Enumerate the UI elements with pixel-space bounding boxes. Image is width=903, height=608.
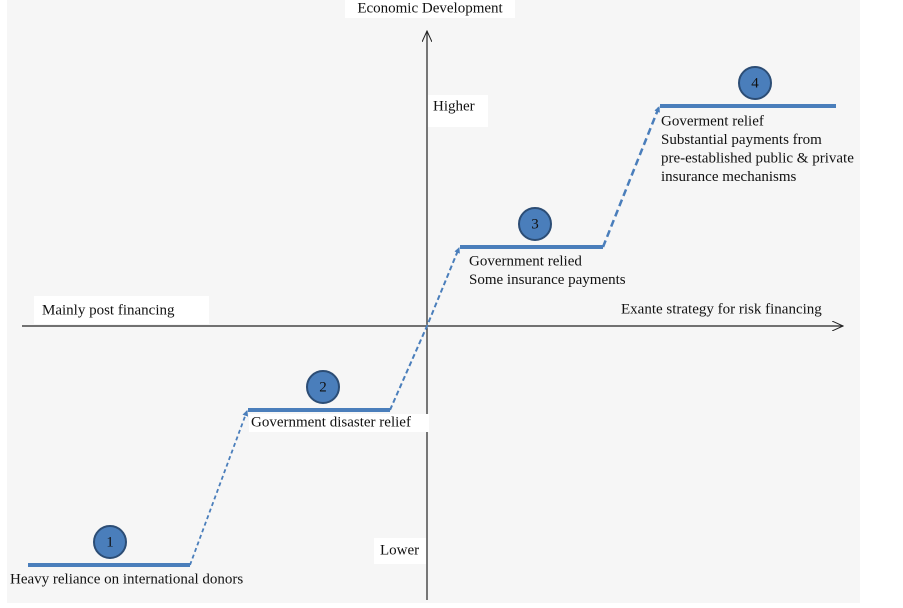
label-bg [374,538,426,564]
connector [189,410,249,566]
step-number: 2 [319,379,327,395]
connector [389,247,460,411]
step-label: Substantial payments from [661,132,822,148]
axis-label: Higher [433,98,475,114]
step-label: pre-established public & private [661,150,854,166]
step-number: 4 [751,75,759,91]
step-badge [306,370,340,404]
label-bg [249,414,429,432]
step-badge [738,66,772,100]
step-label: Government relied [469,253,582,269]
step-label: Some insurance payments [469,272,626,288]
step-number: 3 [531,216,539,232]
step-badge [93,525,127,559]
step-label: Government disaster relief [251,414,411,430]
label-bg [345,0,515,18]
axis-title: Economic Development [357,0,503,16]
step-label: Goverment relief [661,113,764,129]
connector [601,106,661,248]
step-number: 1 [106,534,114,550]
label-bg [34,296,209,324]
axis-label: Exante strategy for risk financing [621,301,822,317]
axis-label: Mainly post financing [42,302,175,318]
axis-label: Lower [380,542,419,558]
step-badge [518,207,552,241]
step-label: insurance mechanisms [661,169,797,185]
label-bg [428,95,488,127]
step-label: Heavy reliance on international donors [10,571,243,587]
connectors [189,106,661,566]
